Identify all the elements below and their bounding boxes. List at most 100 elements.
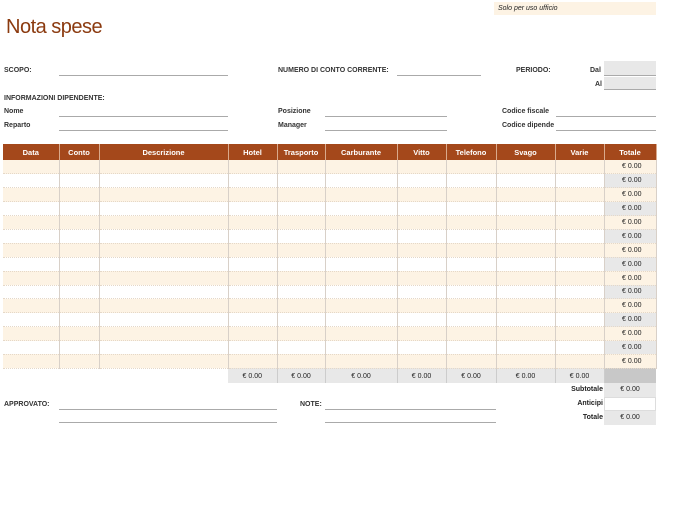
cell-varie[interactable] [555, 187, 605, 203]
cell-telefono[interactable] [446, 187, 497, 203]
dal-input[interactable] [604, 61, 656, 76]
approvato-input-2[interactable] [59, 422, 277, 423]
cell-conto[interactable] [59, 215, 100, 230]
cell-varie[interactable] [555, 243, 605, 258]
cell-vitto[interactable] [397, 298, 447, 314]
cell-carburante[interactable] [325, 326, 398, 342]
al-input[interactable] [604, 77, 656, 90]
cell-trasporto[interactable] [277, 187, 326, 203]
cell-trasporto[interactable] [277, 257, 326, 272]
cell-vitto[interactable] [397, 173, 447, 189]
cell-vitto[interactable] [397, 354, 447, 369]
cell-descrizione[interactable] [99, 312, 229, 328]
cell-vitto[interactable] [397, 257, 447, 272]
cell-trasporto[interactable] [277, 298, 326, 314]
cell-descrizione[interactable] [99, 187, 229, 203]
cell-svago[interactable] [496, 187, 556, 203]
cell-hotel[interactable] [228, 160, 278, 175]
cell-telefono[interactable] [446, 298, 497, 314]
cell-carburante[interactable] [325, 187, 398, 203]
cell-descrizione[interactable] [99, 229, 229, 244]
cell-telefono[interactable] [446, 326, 497, 342]
cell-hotel[interactable] [228, 298, 278, 314]
cell-trasporto[interactable] [277, 173, 326, 189]
cell-vitto[interactable] [397, 312, 447, 328]
cell-svago[interactable] [496, 243, 556, 258]
cell-svago[interactable] [496, 229, 556, 244]
cell-trasporto[interactable] [277, 326, 326, 342]
cell-trasporto[interactable] [277, 285, 326, 300]
codice-dipende-input[interactable] [556, 130, 656, 131]
cell-telefono[interactable] [446, 285, 497, 300]
cell-vitto[interactable] [397, 187, 447, 203]
cell-data[interactable] [3, 312, 60, 328]
cell-conto[interactable] [59, 243, 100, 258]
cell-trasporto[interactable] [277, 201, 326, 217]
cell-svago[interactable] [496, 271, 556, 286]
cell-svago[interactable] [496, 257, 556, 272]
cell-data[interactable] [3, 187, 60, 203]
cell-data[interactable] [3, 215, 60, 230]
cell-carburante[interactable] [325, 257, 398, 272]
cell-hotel[interactable] [228, 326, 278, 342]
cell-carburante[interactable] [325, 312, 398, 328]
cell-telefono[interactable] [446, 271, 497, 286]
cell-varie[interactable] [555, 271, 605, 286]
cell-carburante[interactable] [325, 285, 398, 300]
cell-data[interactable] [3, 201, 60, 217]
cell-conto[interactable] [59, 354, 100, 369]
cell-vitto[interactable] [397, 229, 447, 244]
cell-carburante[interactable] [325, 160, 398, 175]
cell-conto[interactable] [59, 340, 100, 355]
note-input-2[interactable] [325, 422, 496, 423]
cell-data[interactable] [3, 298, 60, 314]
cell-varie[interactable] [555, 340, 605, 355]
cell-conto[interactable] [59, 285, 100, 300]
cell-trasporto[interactable] [277, 312, 326, 328]
cell-descrizione[interactable] [99, 285, 229, 300]
nome-input[interactable] [59, 116, 228, 117]
approvato-input[interactable] [59, 409, 277, 410]
cell-trasporto[interactable] [277, 271, 326, 286]
cell-telefono[interactable] [446, 215, 497, 230]
cell-svago[interactable] [496, 312, 556, 328]
cell-hotel[interactable] [228, 340, 278, 355]
cell-varie[interactable] [555, 298, 605, 314]
cell-varie[interactable] [555, 312, 605, 328]
posizione-input[interactable] [325, 116, 447, 117]
cell-conto[interactable] [59, 229, 100, 244]
cell-conto[interactable] [59, 160, 100, 175]
cell-carburante[interactable] [325, 340, 398, 355]
cell-trasporto[interactable] [277, 340, 326, 355]
cell-data[interactable] [3, 271, 60, 286]
cell-descrizione[interactable] [99, 257, 229, 272]
cell-descrizione[interactable] [99, 340, 229, 355]
cell-svago[interactable] [496, 340, 556, 355]
cell-carburante[interactable] [325, 229, 398, 244]
cell-hotel[interactable] [228, 201, 278, 217]
cell-carburante[interactable] [325, 243, 398, 258]
cell-telefono[interactable] [446, 173, 497, 189]
cell-data[interactable] [3, 354, 60, 369]
cell-data[interactable] [3, 340, 60, 355]
cell-descrizione[interactable] [99, 201, 229, 217]
cell-svago[interactable] [496, 215, 556, 230]
cell-hotel[interactable] [228, 312, 278, 328]
cell-trasporto[interactable] [277, 215, 326, 230]
cell-trasporto[interactable] [277, 354, 326, 369]
cell-vitto[interactable] [397, 215, 447, 230]
cell-data[interactable] [3, 229, 60, 244]
cell-carburante[interactable] [325, 298, 398, 314]
cell-data[interactable] [3, 243, 60, 258]
cell-vitto[interactable] [397, 160, 447, 175]
note-input[interactable] [325, 409, 496, 410]
cell-vitto[interactable] [397, 340, 447, 355]
cell-varie[interactable] [555, 354, 605, 369]
cell-conto[interactable] [59, 201, 100, 217]
cell-descrizione[interactable] [99, 326, 229, 342]
cell-varie[interactable] [555, 173, 605, 189]
cell-telefono[interactable] [446, 229, 497, 244]
cell-hotel[interactable] [228, 271, 278, 286]
cell-vitto[interactable] [397, 326, 447, 342]
cell-carburante[interactable] [325, 271, 398, 286]
